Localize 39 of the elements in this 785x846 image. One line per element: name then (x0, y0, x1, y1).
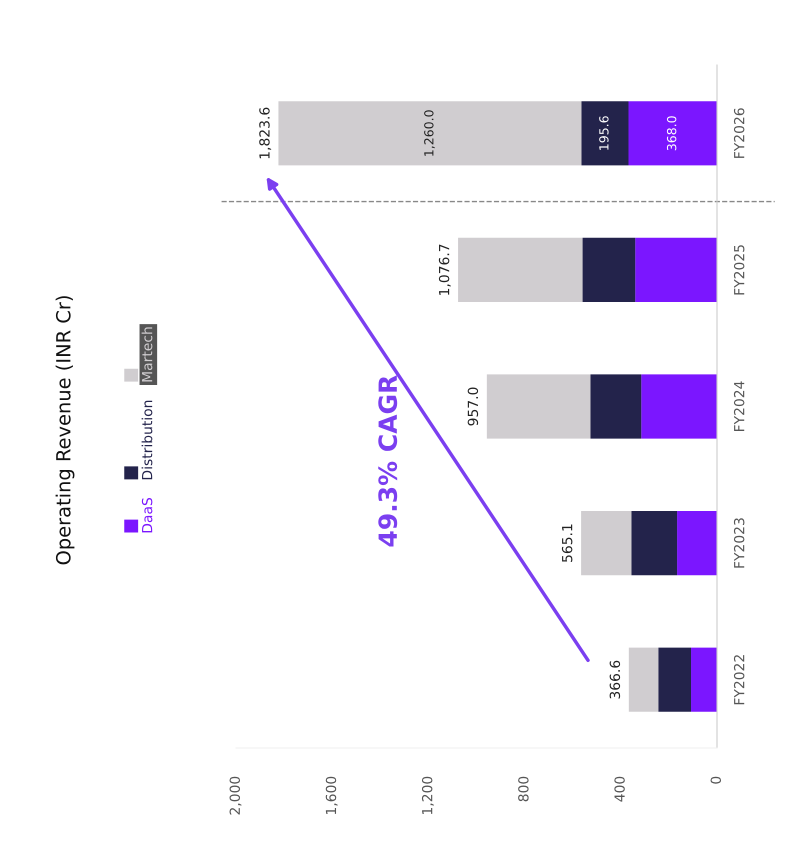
y-tick-label: FY2025 (734, 245, 744, 294)
total-label: 957.0 (468, 388, 478, 426)
total-label: 366.6 (610, 660, 620, 699)
bar (458, 238, 583, 302)
y-tick-label: FY2023 (734, 518, 744, 568)
bar (631, 511, 678, 576)
y-tick-label: FY2022 (734, 655, 744, 704)
data-label: 368.0 (666, 116, 676, 150)
annotation: 49.3% CAGR (378, 375, 398, 546)
x-tick-label: 0 (710, 776, 722, 784)
x-tick-label: 1,600 (326, 776, 338, 814)
data-label: 1,260.0 (424, 110, 435, 156)
bar (486, 374, 590, 439)
y-tick-label: FY2024 (734, 381, 744, 432)
bar (590, 374, 642, 439)
bar (581, 511, 632, 576)
y-tick-label: FY2026 (734, 108, 744, 158)
bar (641, 374, 717, 439)
bar (581, 101, 628, 166)
bar (677, 511, 717, 576)
bar (691, 648, 717, 712)
total-label: 1,823.6 (259, 108, 272, 158)
data-label: 195.6 (599, 116, 609, 150)
bar (658, 648, 692, 712)
text: Distribution (142, 400, 152, 480)
x-tick-label: 800 (518, 776, 529, 802)
text: Martech (142, 327, 152, 382)
bar (278, 101, 582, 166)
x-tick-label: 1,200 (422, 776, 434, 814)
text: Operating Revenue (INR Cr) (56, 296, 74, 564)
bar (582, 238, 636, 302)
x-tick-label: 2,000 (230, 776, 242, 815)
text: DaaS (142, 498, 152, 532)
x-tick-label: 400 (614, 776, 625, 802)
bar (635, 238, 717, 302)
total-label: 1,076.7 (438, 244, 451, 295)
bar (628, 648, 658, 712)
bar (628, 101, 717, 166)
total-label: 565.1 (562, 524, 572, 562)
